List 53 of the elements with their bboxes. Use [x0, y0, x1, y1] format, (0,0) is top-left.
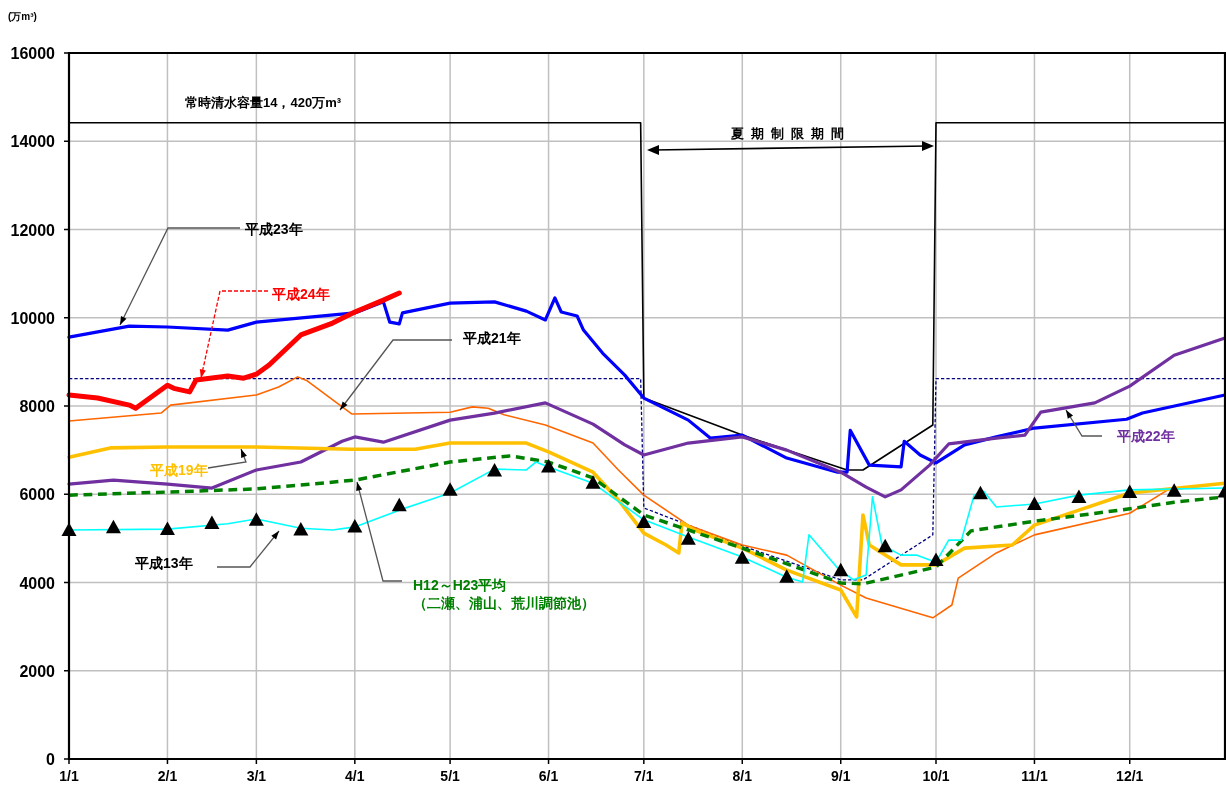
x-tick-label: 10/1: [922, 768, 950, 784]
text: 平成23年: [244, 221, 303, 237]
point: [541, 458, 557, 473]
point: [442, 482, 458, 496]
point: [1071, 489, 1087, 503]
point: [779, 569, 795, 583]
x-tick-label: 4/1: [345, 768, 365, 784]
series-label: 平成24年: [271, 286, 330, 302]
y-tick-label: 12000: [10, 221, 56, 239]
point: [833, 562, 849, 577]
y-tick-label: 8000: [19, 398, 56, 415]
x-tick-label: 12/1: [1116, 768, 1144, 784]
point: [972, 485, 988, 500]
point: [680, 531, 696, 545]
point: [1122, 484, 1138, 499]
point: [248, 512, 264, 526]
x-tick-label: 7/1: [634, 768, 654, 784]
y-tick-label: 14000: [10, 133, 56, 151]
y-tick-label: 4000: [19, 574, 56, 592]
point: [105, 519, 121, 534]
text: H12～H23平均（二瀬、浦山、荒川調節池）: [413, 577, 595, 611]
series-label: 平成19年: [149, 462, 208, 478]
x-tick-label: 9/1: [830, 768, 851, 784]
text: 平成22年: [1116, 428, 1175, 444]
x-tick-label: 11/1: [1021, 768, 1048, 784]
text: 平成21年: [462, 330, 521, 346]
point: [293, 522, 309, 536]
y-tick-label: 2000: [19, 662, 56, 680]
point: [487, 462, 503, 477]
series-label: 平成13年: [134, 555, 193, 571]
x-tick-label: 1/1: [59, 768, 79, 784]
x-tick-label: 3/1: [246, 768, 267, 784]
point: [928, 552, 944, 566]
point: [585, 475, 601, 489]
y-tick-label: 16000: [10, 45, 56, 62]
point: [1026, 496, 1042, 510]
x-tick-label: 2/1: [157, 768, 178, 784]
point: [347, 518, 363, 533]
y-tick-label: 10000: [10, 309, 56, 327]
point: [734, 550, 750, 564]
y-tick-label: 0: [46, 751, 56, 768]
x-tick-label: 5/1: [440, 768, 461, 784]
x-tick-label: 8/1: [732, 768, 753, 784]
annotation: 夏期制限期間: [730, 126, 851, 141]
point: [159, 521, 175, 536]
point: [877, 538, 893, 553]
annotation: 常時清水容量14，420万m³: [185, 95, 342, 110]
x-tick-label: 6/1: [538, 768, 559, 784]
point: [391, 497, 407, 512]
y-axis-title: (万m³): [8, 11, 37, 22]
point: [636, 514, 652, 529]
y-tick-label: 6000: [19, 486, 56, 504]
point: [1166, 483, 1182, 497]
